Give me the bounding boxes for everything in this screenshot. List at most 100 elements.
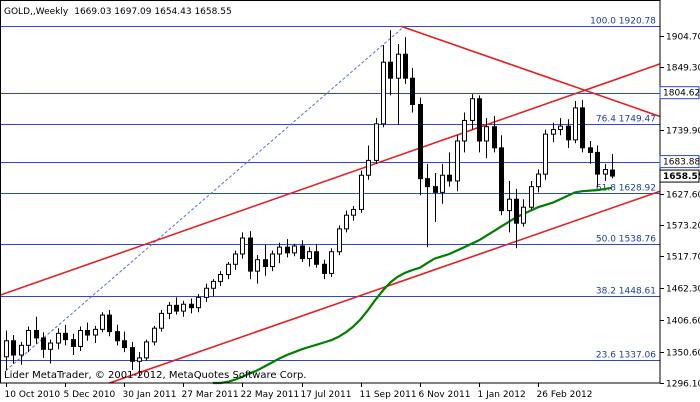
candle-body bbox=[263, 259, 268, 268]
moving-average-layer bbox=[212, 186, 613, 385]
candle-body bbox=[48, 342, 53, 350]
moving-average-line bbox=[212, 186, 613, 385]
fib-label-2: 61.8 1628.92 bbox=[596, 184, 656, 194]
candle-42 bbox=[314, 243, 319, 268]
candle-65 bbox=[484, 118, 489, 159]
candle-body bbox=[270, 253, 275, 268]
candle-body bbox=[152, 327, 157, 343]
label-layer: 1804.62 1683.88 1658.55 GOLD,,Weekly 1669.03… bbox=[4, 7, 700, 381]
candle-49 bbox=[366, 145, 371, 180]
candle-body bbox=[122, 340, 127, 349]
fib-label-4: 38.2 1448.61 bbox=[596, 287, 656, 297]
price-box-2: 1658.55 bbox=[659, 169, 700, 183]
candle-81 bbox=[603, 163, 608, 181]
candle-75 bbox=[558, 118, 563, 136]
candle-body bbox=[351, 208, 356, 216]
candle-body bbox=[159, 312, 164, 329]
candle-52 bbox=[388, 30, 393, 96]
candle-body bbox=[588, 147, 593, 153]
candle-3 bbox=[26, 326, 31, 353]
candle-body bbox=[144, 341, 149, 359]
x-tick-label-1: 5 Dec 2010 bbox=[64, 390, 116, 400]
candle-body bbox=[499, 147, 504, 212]
candle-45 bbox=[337, 225, 342, 256]
candle-78 bbox=[580, 99, 585, 153]
fib-label-0: 100.0 1920.78 bbox=[590, 17, 656, 27]
y-tick-label-5: 1517.70 bbox=[666, 253, 700, 263]
trendline-layer bbox=[0, 25, 661, 384]
candle-body bbox=[344, 214, 349, 230]
candle-30 bbox=[226, 261, 231, 280]
candle-body bbox=[521, 206, 526, 224]
candle-body bbox=[388, 61, 393, 79]
candle-27 bbox=[204, 283, 209, 302]
candle-12 bbox=[93, 325, 98, 344]
descending-resistance-line bbox=[401, 25, 661, 118]
candle-body bbox=[218, 274, 223, 282]
candle-body bbox=[240, 237, 245, 255]
candle-15 bbox=[115, 324, 120, 346]
candle-body bbox=[277, 246, 282, 255]
candle-55 bbox=[410, 67, 415, 113]
x-tick-label-5: 17 Jul 2011 bbox=[301, 390, 352, 400]
candle-body bbox=[300, 245, 305, 260]
candle-68 bbox=[507, 180, 512, 233]
candle-body bbox=[566, 125, 571, 141]
candle-22 bbox=[167, 301, 172, 320]
candle-53 bbox=[396, 43, 401, 126]
candle-8 bbox=[63, 324, 68, 346]
symbol-label: GOLD,,Weekly bbox=[4, 7, 69, 17]
candle-body bbox=[107, 314, 112, 333]
candle-35 bbox=[263, 244, 268, 276]
candle-body bbox=[484, 126, 489, 142]
candle-body bbox=[425, 178, 430, 188]
y-tick-label-1: 1849.30 bbox=[666, 64, 700, 74]
candle-29 bbox=[218, 271, 223, 286]
price-box-frame bbox=[659, 86, 700, 100]
candle-body bbox=[433, 186, 438, 193]
candle-body bbox=[381, 61, 386, 125]
x-tick-label-9: 26 Feb 2012 bbox=[537, 390, 593, 400]
candle-body bbox=[137, 357, 142, 362]
candle-body bbox=[34, 329, 39, 339]
fib-diagonal bbox=[5, 26, 405, 371]
candle-body bbox=[204, 287, 209, 298]
x-tick-label-4: 22 May 2011 bbox=[241, 390, 300, 400]
candle-11 bbox=[85, 322, 90, 341]
candle-25 bbox=[189, 298, 194, 314]
x-tick-label-0: 10 Oct 2010 bbox=[5, 390, 61, 400]
candle-54 bbox=[403, 37, 408, 84]
candle-24 bbox=[181, 300, 186, 317]
candle-74 bbox=[551, 122, 556, 143]
candle-62 bbox=[462, 112, 467, 153]
candle-14 bbox=[107, 309, 112, 337]
price-box-label: 1683.88 bbox=[663, 158, 700, 168]
candle-5 bbox=[41, 332, 46, 358]
candle-layer bbox=[4, 30, 615, 377]
candle-body bbox=[551, 129, 556, 135]
price-box-1: 1683.88 bbox=[659, 155, 700, 169]
x-tick-label-7: 6 Nov 2011 bbox=[419, 390, 471, 400]
candle-21 bbox=[159, 309, 164, 332]
candle-66 bbox=[492, 115, 497, 153]
candle-body bbox=[462, 119, 467, 142]
candle-20 bbox=[152, 325, 157, 346]
candle-82 bbox=[610, 154, 615, 179]
candle-40 bbox=[300, 240, 305, 262]
candle-19 bbox=[144, 339, 149, 361]
candle-body bbox=[255, 259, 260, 272]
candle-body bbox=[558, 125, 563, 131]
candle-80 bbox=[595, 145, 600, 187]
candle-body bbox=[337, 228, 342, 253]
price-box-frame bbox=[659, 155, 700, 169]
candle-body bbox=[85, 329, 90, 336]
candle-body bbox=[130, 347, 135, 362]
candle-41 bbox=[307, 247, 312, 267]
candle-56 bbox=[418, 97, 423, 196]
candle-body bbox=[595, 151, 600, 175]
price-box-label: 1804.62 bbox=[663, 89, 700, 99]
candle-79 bbox=[588, 140, 593, 164]
candle-body bbox=[573, 107, 578, 141]
candle-39 bbox=[292, 243, 297, 257]
